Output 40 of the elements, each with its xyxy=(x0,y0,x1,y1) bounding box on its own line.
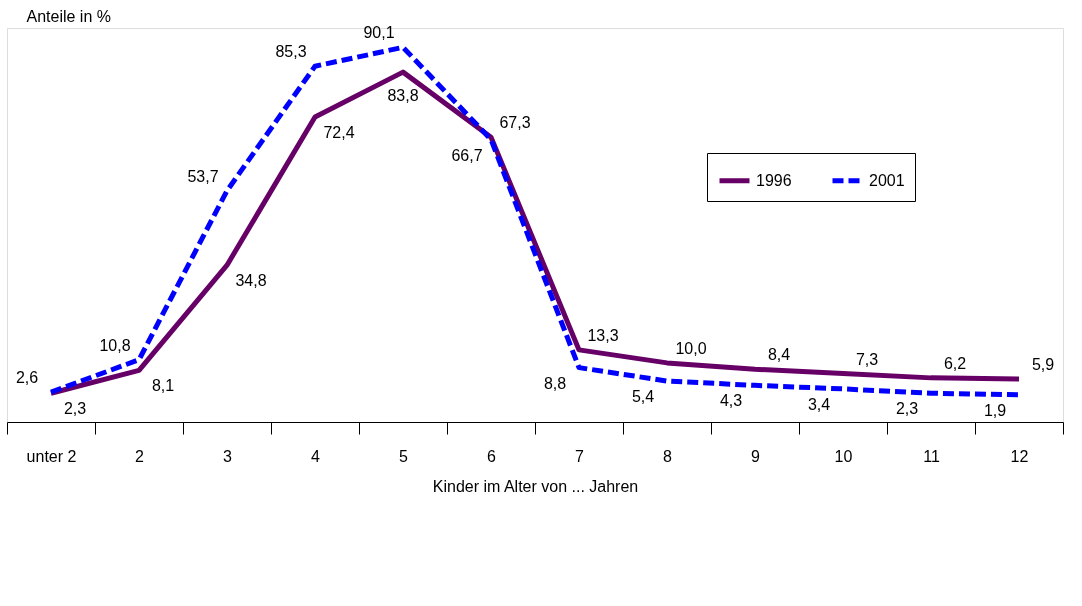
chart-title: Anteile in % xyxy=(26,8,111,26)
data-label: 67,3 xyxy=(499,114,531,132)
data-label: 34,8 xyxy=(235,272,267,290)
x-tick-label: 8 xyxy=(663,447,673,465)
data-label: 72,4 xyxy=(323,124,355,142)
x-tick-label: 5 xyxy=(399,447,409,465)
legend-label: 1996 xyxy=(756,171,792,189)
data-label: 5,4 xyxy=(631,388,655,406)
data-label: 1,9 xyxy=(983,401,1007,419)
data-label: 8,8 xyxy=(543,374,567,392)
x-tick-label: 6 xyxy=(487,447,497,465)
data-label: 2,3 xyxy=(63,400,87,418)
data-label: 10,8 xyxy=(99,336,131,354)
data-label: 5,9 xyxy=(1031,356,1055,374)
data-label: 66,7 xyxy=(451,146,483,164)
x-tick-label: 9 xyxy=(751,447,761,465)
x-tick-label: 3 xyxy=(223,447,233,465)
data-label: 2,3 xyxy=(895,400,919,418)
data-label: 85,3 xyxy=(275,43,307,61)
x-tick-label: unter 2 xyxy=(26,447,77,465)
legend-label: 2001 xyxy=(869,171,905,189)
data-label: 10,0 xyxy=(675,339,707,357)
data-label: 90,1 xyxy=(363,24,395,42)
x-tick-label: 11 xyxy=(923,447,940,465)
x-tick-label: 4 xyxy=(311,447,321,465)
x-axis-title: Kinder im Alter von ... Jahren xyxy=(432,477,639,495)
data-label: 83,8 xyxy=(387,87,419,105)
data-label: 13,3 xyxy=(587,326,619,344)
data-label: 53,7 xyxy=(187,167,219,185)
data-label: 3,4 xyxy=(807,395,831,413)
data-label: 6,2 xyxy=(943,354,967,372)
x-tick-label: 10 xyxy=(834,447,853,465)
data-label: 8,1 xyxy=(151,377,175,395)
x-tick-label: 12 xyxy=(1010,447,1029,465)
x-tick-label: 7 xyxy=(575,447,585,465)
data-label: 7,3 xyxy=(855,350,879,368)
data-label: 2,6 xyxy=(15,369,39,387)
x-tick-label: 2 xyxy=(135,447,145,465)
data-label: 8,4 xyxy=(767,346,791,364)
data-label: 4,3 xyxy=(719,392,743,410)
